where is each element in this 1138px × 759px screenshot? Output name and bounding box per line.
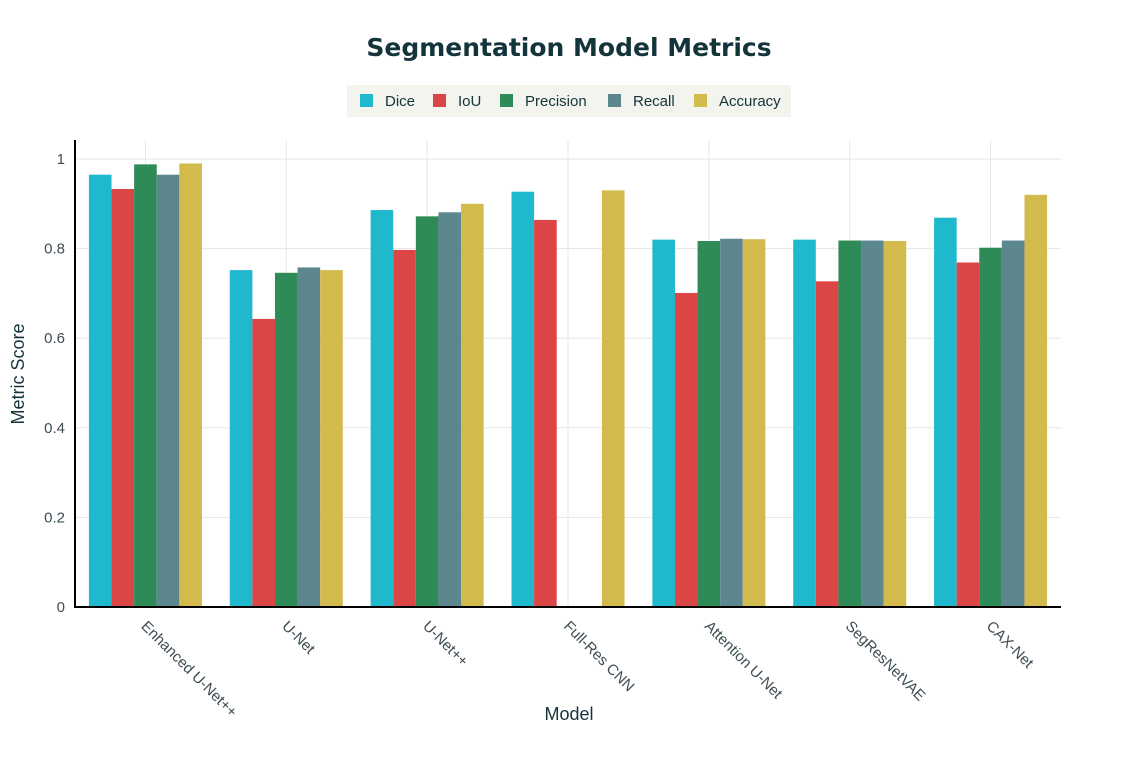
legend: Dice IoU Precision Recall Accuracy (347, 85, 791, 117)
bar (1024, 194, 1048, 607)
x-tick-label: Enhanced U-Net++ (138, 618, 241, 721)
x-tick-label: SegResNetVAE (842, 618, 929, 705)
bar (674, 292, 698, 607)
x-tick-label: Full-Res CNN (560, 618, 637, 695)
chart-title: Segmentation Model Metrics (366, 33, 771, 62)
bar (511, 191, 535, 608)
bar (934, 217, 957, 608)
x-tick-label: U-Net++ (419, 618, 471, 670)
legend-swatch (694, 94, 707, 107)
bar (229, 270, 253, 607)
bar (461, 203, 484, 608)
y-tick-label: 0.4 (44, 420, 65, 437)
bar (370, 210, 394, 607)
legend-swatch (360, 94, 373, 107)
bar (720, 238, 743, 607)
bar (415, 216, 439, 607)
legend-label: IoU (458, 93, 481, 110)
y-tick-label: 0 (57, 599, 65, 616)
legend-label: Recall (633, 93, 675, 110)
bar (134, 164, 157, 607)
bar (1001, 240, 1025, 607)
legend-label: Precision (525, 93, 587, 110)
bar (320, 270, 343, 607)
grid (75, 140, 1061, 607)
legend-swatch (433, 94, 446, 107)
bar (883, 240, 907, 607)
y-tick-label: 0.2 (44, 509, 65, 526)
x-tick-label: Attention U-Net (701, 618, 786, 703)
legend-swatch (500, 94, 513, 107)
bar (179, 163, 202, 608)
legend-label: Accuracy (719, 93, 781, 110)
bar (956, 262, 980, 607)
bar (861, 240, 884, 607)
y-tick-label: 0.6 (44, 330, 65, 347)
x-axis-title: Model (544, 704, 593, 724)
bar (652, 239, 675, 607)
bar (697, 240, 721, 607)
y-axis-title: Metric Score (8, 323, 28, 424)
x-tick-label: U-Net (278, 618, 318, 658)
bar (534, 219, 557, 608)
bar (297, 267, 321, 607)
bar (393, 249, 416, 607)
bar (979, 247, 1002, 608)
bar (815, 281, 839, 607)
bars (88, 163, 1048, 608)
legend-swatch (608, 94, 621, 107)
bar (274, 272, 298, 607)
y-tick-label: 1 (57, 151, 65, 168)
y-tick-label: 0.8 (44, 241, 65, 258)
axes (74, 140, 1061, 608)
legend-label: Dice (385, 93, 415, 110)
bar (252, 318, 275, 607)
bar (742, 239, 766, 607)
legend-background (347, 85, 791, 117)
bar (156, 174, 180, 607)
bar (438, 212, 462, 607)
bar (601, 190, 625, 608)
bar (111, 189, 135, 608)
bar (793, 239, 816, 607)
bar (88, 174, 112, 607)
y-tick-labels: 0 0.2 0.4 0.6 0.8 1 (44, 151, 65, 616)
x-tick-label: CAX-Net (983, 618, 1037, 672)
bar (838, 240, 862, 607)
